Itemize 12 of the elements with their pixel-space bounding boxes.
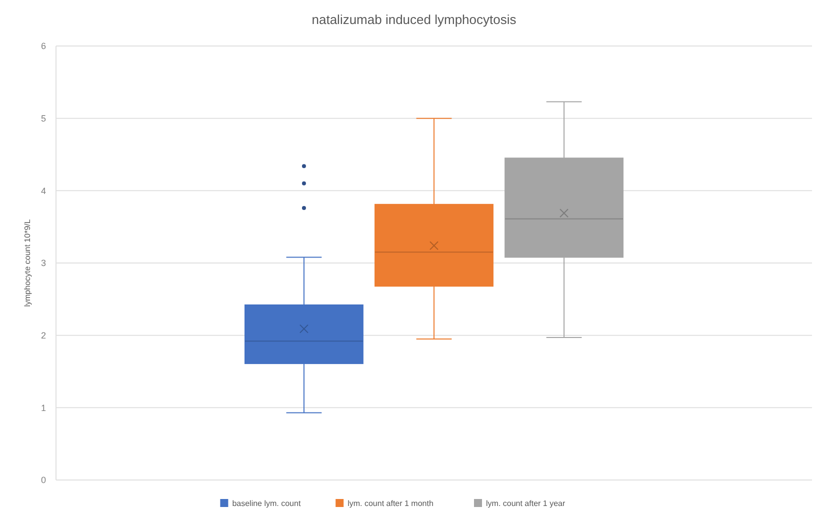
y-tick-label: 5	[40, 113, 46, 124]
y-tick-label: 2	[40, 330, 46, 340]
legend-label: lym. count after 1 month	[348, 499, 434, 508]
chart-title: natalizumab induced lymphocytosis	[312, 12, 517, 27]
y-tick-label: 3	[40, 258, 46, 268]
y-tick-label: 1	[40, 402, 46, 413]
y-tick-label: 4	[40, 186, 46, 196]
y-tick-label: 6	[40, 41, 46, 52]
y-tick-label: 0	[40, 475, 46, 486]
legend-label: lym. count after 1 year	[486, 499, 566, 508]
y-axis-title: lymphocyte count 10*9/L	[23, 218, 32, 307]
legend-label: baseline lym. count	[232, 499, 302, 508]
